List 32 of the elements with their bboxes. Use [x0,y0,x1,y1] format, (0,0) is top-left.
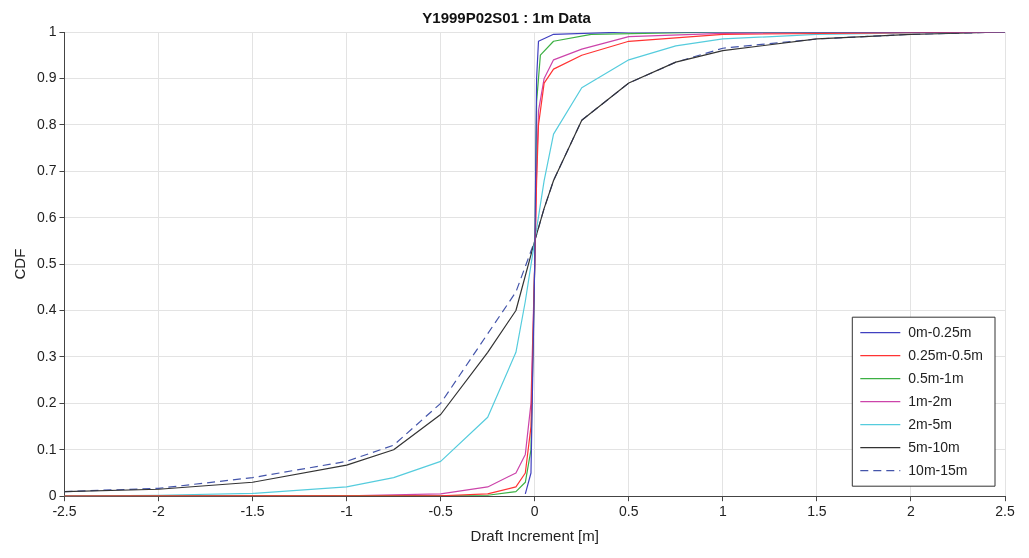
chart-title: Y1999P02S01 : 1m Data [422,9,592,27]
legend-label: 0m-0.25m [908,323,972,340]
legend-label: 5m-10m [908,438,960,455]
y-tick-label: 0.8 [36,115,57,132]
x-tick-label: 0.5 [619,503,639,520]
x-tick-label: -1.5 [240,503,265,520]
y-tick-label: 0.3 [36,347,57,364]
x-tick-label: 1.5 [807,503,827,520]
x-tick-label: 2 [907,503,916,520]
x-axis-title: Draft Increment [m] [470,527,599,545]
x-tick-label: 2.5 [995,503,1015,520]
y-tick-label: 0.6 [36,208,57,225]
legend-label: 0.5m-1m [908,369,964,386]
y-tick-label: 1 [48,22,57,39]
x-tick-label: -1 [340,503,354,520]
y-tick-label: 0.4 [36,301,57,318]
y-tick-label: 0.5 [36,254,57,271]
legend-label: 0.25m-0.5m [908,346,984,363]
y-tick-label: 0 [48,487,57,504]
y-tick-label: 0.1 [36,440,57,457]
x-tick-label: -0.5 [428,503,453,520]
legend-label: 2m-5m [908,415,952,432]
y-tick-label: 0.2 [36,394,57,411]
y-tick-label: 0.9 [36,69,57,86]
x-tick-label: 1 [718,503,727,520]
legend-label: 1m-2m [908,392,952,409]
y-axis-title: CDF [11,248,29,280]
x-tick-label: -2 [152,503,165,520]
x-tick-label: 0 [530,503,539,520]
x-tick-label: -2.5 [52,503,77,520]
legend-label: 10m-15m [908,461,968,478]
y-tick-label: 0.7 [36,162,57,179]
